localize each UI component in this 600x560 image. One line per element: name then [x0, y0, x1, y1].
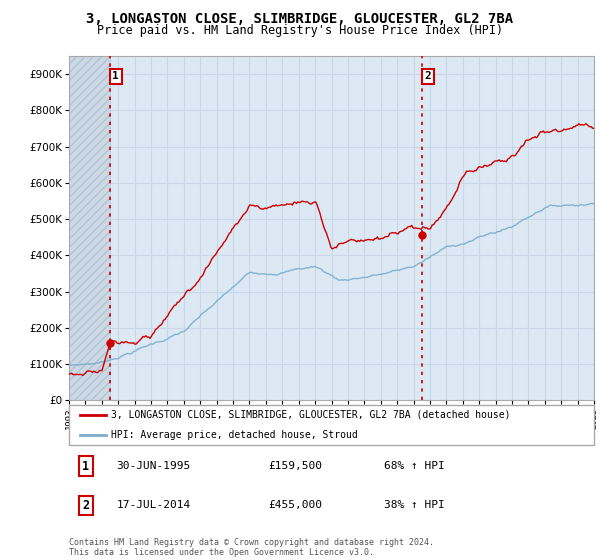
Text: 3, LONGASTON CLOSE, SLIMBRIDGE, GLOUCESTER, GL2 7BA: 3, LONGASTON CLOSE, SLIMBRIDGE, GLOUCEST…: [86, 12, 514, 26]
Text: 30-JUN-1995: 30-JUN-1995: [116, 461, 191, 471]
Text: £455,000: £455,000: [269, 501, 323, 510]
Text: Contains HM Land Registry data © Crown copyright and database right 2024.
This d: Contains HM Land Registry data © Crown c…: [69, 538, 434, 557]
Text: 1: 1: [112, 72, 119, 82]
Text: 17-JUL-2014: 17-JUL-2014: [116, 501, 191, 510]
Text: 3, LONGASTON CLOSE, SLIMBRIDGE, GLOUCESTER, GL2 7BA (detached house): 3, LONGASTON CLOSE, SLIMBRIDGE, GLOUCEST…: [111, 410, 511, 420]
Text: 2: 2: [82, 499, 89, 512]
Text: 1: 1: [82, 460, 89, 473]
Text: Price paid vs. HM Land Registry's House Price Index (HPI): Price paid vs. HM Land Registry's House …: [97, 24, 503, 37]
Text: 38% ↑ HPI: 38% ↑ HPI: [384, 501, 445, 510]
Text: £159,500: £159,500: [269, 461, 323, 471]
Text: 2: 2: [425, 72, 431, 82]
Bar: [69, 56, 110, 400]
Text: HPI: Average price, detached house, Stroud: HPI: Average price, detached house, Stro…: [111, 430, 358, 440]
Text: 68% ↑ HPI: 68% ↑ HPI: [384, 461, 445, 471]
FancyBboxPatch shape: [69, 405, 594, 445]
